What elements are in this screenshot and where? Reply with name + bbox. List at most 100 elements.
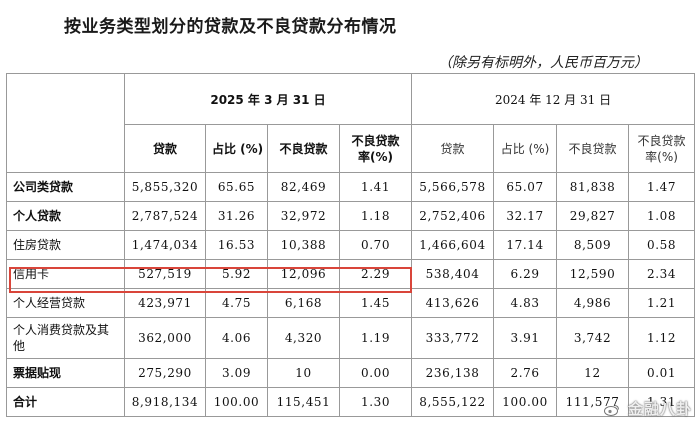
cell-npl-ratio-previous: 1.31 [628, 387, 696, 417]
cell-npl-ratio-previous: 1.21 [628, 288, 696, 318]
watermark-text: 金融八卦 [627, 400, 692, 418]
cell-loans-previous: 236,138 [411, 358, 495, 388]
row-label: 个人贷款 [6, 201, 125, 231]
cell-loans-previous: 5,566,578 [411, 172, 495, 202]
col-npl-ratio-current-line2: 率(%) [358, 149, 394, 164]
cell-loans-previous: 1,466,604 [411, 230, 495, 260]
col-npl-current: 不良贷款 [267, 124, 340, 173]
cell-share-previous: 32.17 [493, 201, 558, 231]
row-label: 个人消费贷款及其他 [6, 317, 125, 359]
cell-loans-current: 5,855,320 [124, 172, 206, 202]
table-row: 公司类贷款 5,855,320 65.65 82,469 1.41 5,566,578 65… [6, 172, 696, 202]
row-label: 个人经营贷款 [6, 288, 125, 318]
cell-npl-ratio-previous: 0.01 [628, 358, 696, 388]
col-share-previous: 占比 (%) [493, 124, 558, 173]
cell-loans-previous: 8,555,122 [411, 387, 495, 417]
cell-npl-ratio-current: 1.41 [338, 172, 413, 202]
cell-npl-current: 82,469 [267, 172, 340, 202]
cell-npl-current: 10,388 [267, 230, 340, 260]
cell-share-previous: 100.00 [493, 387, 558, 417]
cell-share-current: 31.26 [205, 201, 268, 231]
table-row: 个人经营贷款 423,971 4.75 6,168 1.45 413,626 4.83 4,9… [6, 288, 696, 318]
weibo-logo-icon [603, 404, 619, 416]
cell-share-current: 4.75 [205, 288, 268, 318]
cell-npl-current: 115,451 [267, 387, 340, 417]
period-header-current: 2025 年 3 月 31 日 [123, 73, 413, 125]
watermark: 金融八卦 [603, 398, 692, 419]
cell-loans-current: 8,918,134 [124, 387, 206, 417]
table-row: 个人消费贷款及其他 362,000 4.06 4,320 1.19 333,772 3.91… [6, 317, 696, 359]
cell-loans-current: 2,787,524 [124, 201, 206, 231]
cell-npl-ratio-previous: 1.12 [628, 317, 696, 359]
cell-npl-current: 32,972 [267, 201, 340, 231]
cell-npl-ratio-current: 2.29 [338, 259, 413, 289]
cell-npl-current: 4,320 [267, 317, 340, 359]
cell-npl-ratio-previous: 1.08 [628, 201, 696, 231]
cell-npl-ratio-current: 0.00 [338, 358, 413, 388]
col-loans-previous: 贷款 [411, 124, 495, 173]
table-row: 住房贷款 1,474,034 16.53 10,388 0.70 1,466,604 17.… [6, 230, 696, 260]
row-label: 票据贴现 [6, 358, 125, 388]
cell-loans-current: 423,971 [124, 288, 206, 318]
cell-npl-ratio-current: 1.30 [338, 387, 413, 417]
corner-cell [6, 73, 125, 173]
row-label: 合计 [6, 387, 125, 417]
cell-npl-previous: 12,590 [556, 259, 630, 289]
cell-share-current: 4.06 [205, 317, 268, 359]
table-row: 合计 8,918,134 100.00 115,451 1.30 8,555,122 100… [6, 387, 696, 417]
cell-loans-previous: 538,404 [411, 259, 495, 289]
cell-share-current: 100.00 [205, 387, 268, 417]
cell-npl-ratio-current: 0.70 [338, 230, 413, 260]
unit-note: （除另有标明外，人民币百万元） [438, 55, 648, 71]
cell-npl-previous: 3,742 [556, 317, 630, 359]
cell-loans-previous: 413,626 [411, 288, 495, 318]
row-label: 公司类贷款 [6, 172, 125, 202]
cell-share-current: 5.92 [205, 259, 268, 289]
col-npl-ratio-previous-line2: 率(%) [645, 149, 678, 164]
table-row: 信用卡 527,519 5.92 12,096 2.29 538,404 6.29 12,59… [6, 259, 696, 289]
cell-loans-current: 527,519 [124, 259, 206, 289]
loan-distribution-table: 2025 年 3 月 31 日 2024 年 12 月 31 日 贷款 占比 (… [6, 73, 696, 417]
col-npl-previous: 不良贷款 [556, 124, 630, 173]
cell-share-previous: 3.91 [493, 317, 558, 359]
cell-loans-current: 362,000 [124, 317, 206, 359]
cell-npl-current: 6,168 [267, 288, 340, 318]
col-npl-ratio-current: 不良贷款 率(%) [338, 124, 413, 173]
cell-npl-previous: 8,509 [556, 230, 630, 260]
cell-npl-previous: 81,838 [556, 172, 630, 202]
table-row: 票据贴现 275,290 3.09 10 0.00 236,138 2.76 12 0.01 [6, 358, 696, 388]
cell-loans-current: 1,474,034 [124, 230, 206, 260]
cell-share-previous: 4.83 [493, 288, 558, 318]
cell-npl-current: 10 [267, 358, 340, 388]
cell-share-current: 65.65 [205, 172, 268, 202]
cell-loans-previous: 333,772 [411, 317, 495, 359]
col-npl-ratio-current-line1: 不良贷款 [351, 133, 400, 148]
cell-loans-current: 275,290 [124, 358, 206, 388]
cell-npl-ratio-current: 1.19 [338, 317, 413, 359]
cell-share-previous: 17.14 [493, 230, 558, 260]
cell-npl-ratio-previous: 2.34 [628, 259, 696, 289]
cell-npl-ratio-previous: 1.47 [628, 172, 696, 202]
cell-share-current: 3.09 [205, 358, 268, 388]
cell-npl-ratio-current: 1.18 [338, 201, 413, 231]
period-header-previous: 2024 年 12 月 31 日 [411, 73, 696, 125]
row-label: 住房贷款 [6, 230, 125, 260]
cell-npl-ratio-current: 1.45 [338, 288, 413, 318]
cell-npl-previous: 29,827 [556, 201, 630, 231]
col-npl-ratio-previous: 不良贷款 率(%) [628, 124, 696, 173]
cell-share-current: 16.53 [205, 230, 268, 260]
cell-npl-previous: 12 [556, 358, 630, 388]
table-row: 个人贷款 2,787,524 31.26 32,972 1.18 2,752,406 32.… [6, 201, 696, 231]
cell-share-previous: 2.76 [493, 358, 558, 388]
col-npl-ratio-previous-line1: 不良贷款 [637, 133, 686, 148]
row-label: 信用卡 [6, 259, 125, 289]
cell-npl-ratio-previous: 0.58 [628, 230, 696, 260]
cell-share-previous: 65.07 [493, 172, 558, 202]
col-share-current: 占比 (%) [205, 124, 268, 173]
col-loans-current: 贷款 [124, 124, 206, 173]
cell-npl-current: 12,096 [267, 259, 340, 289]
cell-npl-previous: 4,986 [556, 288, 630, 318]
cell-share-previous: 6.29 [493, 259, 558, 289]
page-title: 按业务类型划分的贷款及不良贷款分布情况 [64, 17, 397, 37]
cell-loans-previous: 2,752,406 [411, 201, 495, 231]
